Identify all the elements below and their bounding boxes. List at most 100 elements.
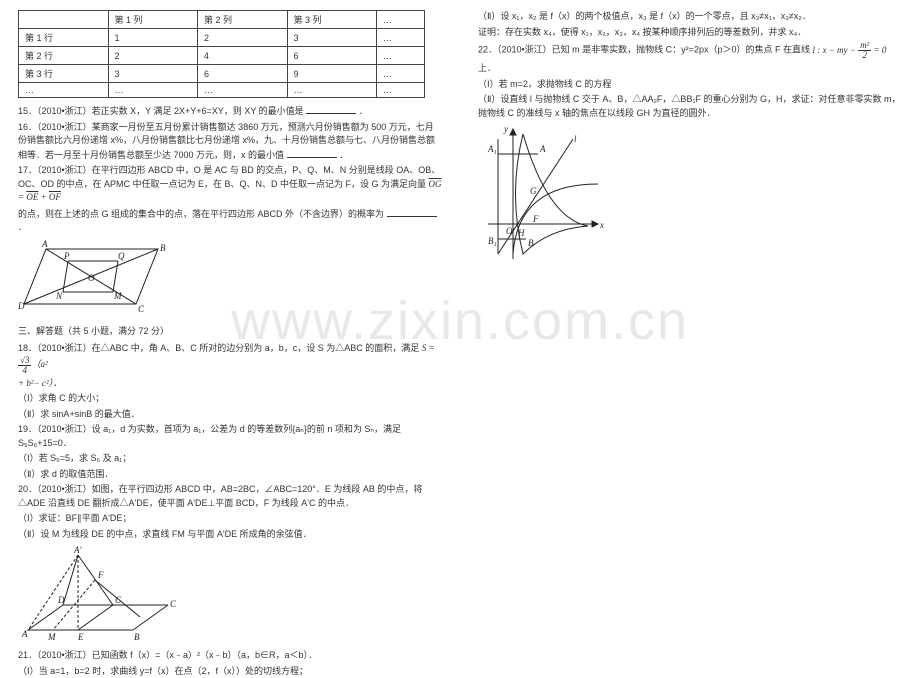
svg-text:D: D: [57, 595, 65, 605]
th: 第 2 列: [198, 11, 288, 29]
svg-text:y: y: [503, 124, 508, 134]
page: 第 1 列 第 2 列 第 3 列 … 第 1 行 1 2 3 … 第 2 行 …: [0, 0, 920, 651]
q22: 22．（2010•浙江）已知 m 是非零实数，抛物线 C：y²=2px（p＞0）…: [478, 41, 902, 60]
svg-text:C: C: [170, 599, 177, 609]
svg-text:F: F: [532, 214, 539, 224]
q22-p2: （Ⅱ）设直线 l 与抛物线 C 交于 A、B，△AA₂F，△BB₁F 的重心分别…: [478, 93, 902, 120]
section-3-title: 三、解答题（共 5 小题，满分 72 分）: [18, 325, 442, 339]
svg-text:A: A: [21, 629, 28, 639]
diagram-q20: A' D C A E B F M C: [18, 545, 442, 645]
q22-eq: l : x − my − m²2 = 0: [812, 45, 886, 55]
svg-text:M: M: [47, 632, 56, 642]
q20-p2: （Ⅱ）设 M 为线段 DE 的中点，求直线 FM 与平面 A'DE 所成角的余弦…: [18, 528, 442, 542]
q16-end: ．: [339, 150, 348, 160]
td: …: [198, 83, 288, 98]
td: 第 3 行: [19, 65, 109, 83]
td: 1: [108, 29, 198, 47]
q20: 20．（2010•浙江）如图，在平行四边形 ABCD 中，AB=2BC，∠ABC…: [18, 483, 442, 510]
q18-p1: （Ⅰ）求角 C 的大小；: [18, 392, 442, 406]
q21-p1: （Ⅰ）当 a=1，b=2 时，求曲线 y=f（x）在点（2，f（x））处的切线方…: [18, 665, 442, 678]
svg-text:x: x: [599, 220, 604, 230]
right-column: （Ⅱ）设 x₁，x₂ 是 f（x）的两个极值点，x₃ 是 f（x）的一个零点，且…: [460, 0, 920, 651]
q16: 16．（2010•浙江）某商家一月份至五月份累计销售额达 3860 万元，预测六…: [18, 121, 442, 163]
q17-end: ．: [18, 222, 27, 232]
table-row: 第 1 列 第 2 列 第 3 列 …: [19, 11, 425, 29]
parallelogram-diagram: A B C D P Q M N O: [18, 239, 168, 319]
td: 3: [108, 65, 198, 83]
table-row: 第 3 行 3 6 9 …: [19, 65, 425, 83]
svg-text:P: P: [63, 251, 70, 261]
td: …: [377, 65, 425, 83]
q22-p1: （Ⅰ）若 m=2，求抛物线 C 的方程: [478, 78, 902, 92]
blank: [387, 207, 437, 217]
svg-text:Q: Q: [118, 251, 125, 261]
svg-text:F: F: [97, 570, 104, 580]
q17-text-a: 17．（2010•浙江）在平行四边形 ABCD 中，O 是 AC 与 BD 的交…: [18, 165, 440, 189]
th: …: [377, 11, 425, 29]
svg-text:C: C: [115, 595, 122, 605]
q21: 21．（2010•浙江）已知函数 f（x）=（x﹣a）²（x﹣b）（a，b∈R，…: [18, 649, 442, 663]
td: …: [19, 83, 109, 98]
svg-text:B₁: B₁: [488, 236, 497, 246]
svg-text:N: N: [55, 291, 63, 301]
td: 2: [198, 29, 288, 47]
q19-p1: （Ⅰ）若 S₅=5，求 S₆ 及 a₁；: [18, 452, 442, 466]
svg-text:A': A': [73, 545, 82, 555]
q21-p2: （Ⅱ）设 x₁，x₂ 是 f（x）的两个极值点，x₃ 是 f（x）的一个零点，且…: [478, 10, 902, 24]
svg-text:E: E: [77, 632, 84, 642]
td: 第 1 行: [19, 29, 109, 47]
svg-text:G: G: [530, 186, 537, 196]
svg-text:A: A: [41, 239, 48, 249]
table-row: 第 2 行 2 4 6 …: [19, 47, 425, 65]
th: 第 3 列: [287, 11, 377, 29]
parabola-diagram: A A₁ B B₁ F G H O x y l: [478, 124, 608, 264]
diagram-q17: A B C D P Q M N O: [18, 239, 442, 319]
svg-text:O: O: [506, 226, 513, 236]
q19: 19．（2010•浙江）设 a₁，d 为实数，首项为 a₁，公差为 d 的等差数…: [18, 423, 442, 450]
diagram-q22: A A₁ B B₁ F G H O x y l: [478, 124, 902, 264]
td: …: [287, 83, 377, 98]
q22-text: 22．（2010•浙江）已知 m 是非零实数，抛物线 C：y²=2px（p＞0）…: [478, 45, 810, 55]
svg-text:B: B: [160, 243, 166, 253]
td: 6: [198, 65, 288, 83]
svg-text:D: D: [18, 301, 25, 311]
q18: 18．（2010•浙江）在△ABC 中，角 A、B、C 所对的边分别为 a，b，…: [18, 342, 442, 375]
td: 6: [287, 47, 377, 65]
svg-text:A₁: A₁: [487, 144, 497, 154]
svg-text:O: O: [88, 273, 95, 283]
q20-p1: （Ⅰ）求证：BF∥平面 A'DE；: [18, 512, 442, 526]
q17-text-b: 的点，则在上述的点 G 组成的集合中的点，落在平行四边形 ABCD 外（不含边界…: [18, 209, 384, 219]
q16-text: 16．（2010•浙江）某商家一月份至五月份累计销售额达 3860 万元，预测六…: [18, 122, 435, 160]
td: 3: [287, 29, 377, 47]
q18-text: 18．（2010•浙江）在△ABC 中，角 A、B、C 所对的边分别为 a，b，…: [18, 343, 419, 353]
svg-text:M: M: [113, 291, 122, 301]
td: 4: [198, 47, 288, 65]
q19-p2: （Ⅱ）求 d 的取值范围．: [18, 468, 442, 482]
svg-text:C: C: [138, 304, 145, 314]
q18-p2: （Ⅱ）求 sinA+sinB 的最大值．: [18, 408, 442, 422]
td: 9: [287, 65, 377, 83]
q17-line2: 的点，则在上述的点 G 组成的集合中的点，落在平行四边形 ABCD 外（不含边界…: [18, 207, 442, 235]
th: [19, 11, 109, 29]
svg-text:B: B: [528, 238, 534, 248]
td: …: [108, 83, 198, 98]
folded-solid-diagram: A' D C A E B F M C: [18, 545, 188, 645]
data-table: 第 1 列 第 2 列 第 3 列 … 第 1 行 1 2 3 … 第 2 行 …: [18, 10, 425, 98]
td: 第 2 行: [19, 47, 109, 65]
q18-line2: + b²− c²）．: [18, 377, 442, 391]
svg-text:A: A: [539, 144, 546, 154]
blank: [287, 148, 337, 158]
svg-text:B: B: [134, 632, 140, 642]
q15: 15．（2010•浙江）若正实数 X，Y 满足 2X+Y+6=XY，则 XY 的…: [18, 104, 442, 119]
table-row: … … … … …: [19, 83, 425, 98]
q22-b: 上．: [478, 62, 902, 76]
q17: 17．（2010•浙江）在平行四边形 ABCD 中，O 是 AC 与 BD 的交…: [18, 164, 442, 205]
q15-text: 15．（2010•浙江）若正实数 X，Y 满足 2X+Y+6=XY，则 XY 的…: [18, 106, 304, 116]
q15-end: ．: [359, 106, 368, 116]
left-column: 第 1 列 第 2 列 第 3 列 … 第 1 行 1 2 3 … 第 2 行 …: [0, 0, 460, 651]
q21-p2b: 证明：存在实数 x₄，使得 x₁，x₂，x₃，x₄ 按某种顺序排列后的等差数列，…: [478, 26, 902, 40]
svg-text:H: H: [517, 228, 525, 238]
td: …: [377, 83, 425, 98]
svg-text:l: l: [574, 134, 577, 144]
blank: [306, 104, 356, 114]
